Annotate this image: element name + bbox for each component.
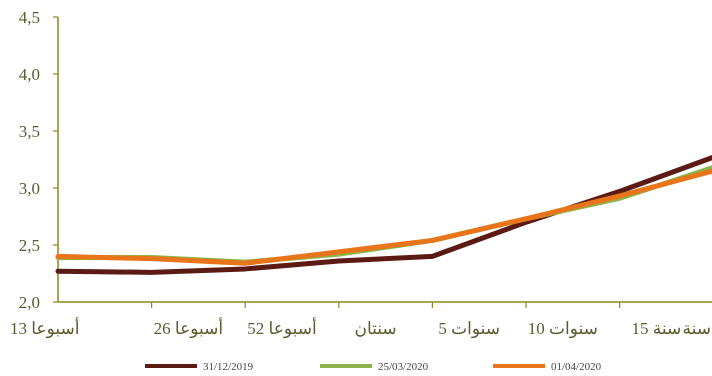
x-tick-label: 15 سنة xyxy=(632,319,682,338)
series-line-2 xyxy=(55,168,712,266)
y-tick-label: 3,0 xyxy=(19,179,40,198)
series-line-0 xyxy=(55,154,712,275)
x-tick-label: سنة xyxy=(683,319,712,338)
x-tick-label: 13 أسبوعا xyxy=(10,317,79,339)
y-tick-label: 2,0 xyxy=(19,293,40,312)
x-tick-label: 52 أسبوعا xyxy=(247,317,316,339)
x-tick-label: سنتان xyxy=(355,319,397,338)
x-axis-ticks: 13 أسبوعا 26 أسبوعا 52 أسبوعا سنتان 5 سنوات 1… xyxy=(10,302,712,339)
series-lines xyxy=(55,154,712,275)
x-tick-label: 10 سنوات xyxy=(528,319,598,339)
legend-label: 25/03/2020 xyxy=(378,361,429,373)
x-tick-label: 26 أسبوعا xyxy=(154,317,223,339)
y-tick-label: 3,5 xyxy=(19,122,40,141)
legend-label: 31/12/2019 xyxy=(203,361,254,373)
legend-label: 01/04/2020 xyxy=(551,361,602,373)
y-tick-label: 2,5 xyxy=(19,236,40,255)
x-tick-label: 5 سنوات xyxy=(438,319,500,339)
y-axis-ticks: 2,0 2,5 3,0 3,5 4,0 4,5 xyxy=(19,8,58,312)
legend: 31/12/2019 25/03/2020 01/04/2020 xyxy=(145,361,602,373)
y-tick-label: 4,0 xyxy=(19,65,40,84)
y-tick-label: 4,5 xyxy=(19,8,40,27)
